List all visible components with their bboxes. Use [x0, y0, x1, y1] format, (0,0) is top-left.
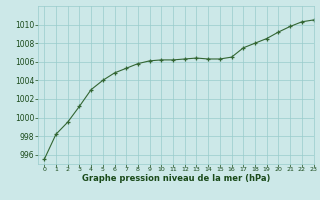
X-axis label: Graphe pression niveau de la mer (hPa): Graphe pression niveau de la mer (hPa): [82, 174, 270, 183]
